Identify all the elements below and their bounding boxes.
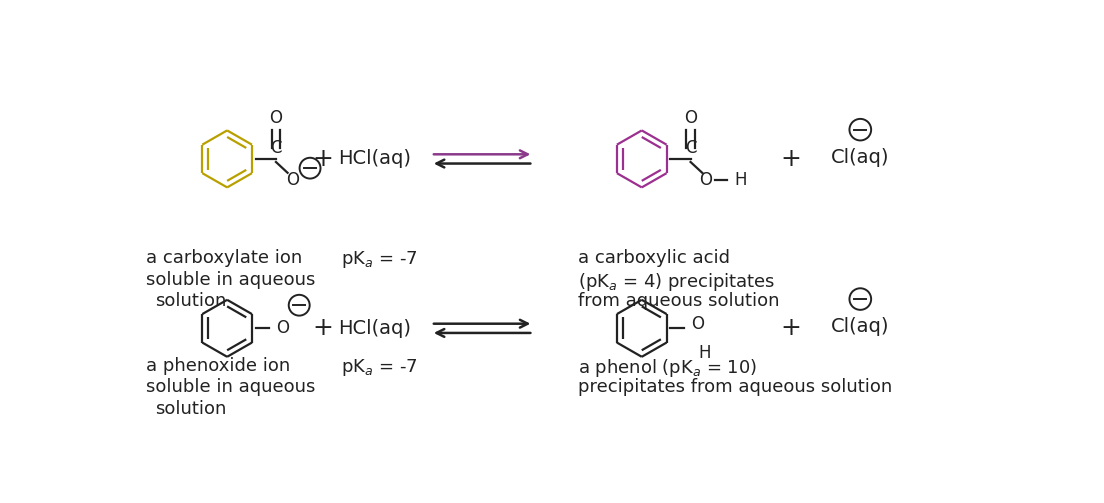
Text: pK$_a$ = -7: pK$_a$ = -7 <box>341 357 417 378</box>
Text: O: O <box>276 319 289 338</box>
Text: H: H <box>698 344 711 362</box>
Text: +: + <box>312 147 333 171</box>
Text: C: C <box>270 139 282 157</box>
Text: +: + <box>781 147 802 171</box>
Text: a carboxylate ion: a carboxylate ion <box>146 249 302 267</box>
Text: Cl(aq): Cl(aq) <box>831 317 890 337</box>
Text: from aqueous solution: from aqueous solution <box>578 292 779 310</box>
Text: HCl(aq): HCl(aq) <box>338 319 411 338</box>
Text: O: O <box>287 172 299 190</box>
Text: soluble in aqueous: soluble in aqueous <box>146 378 315 396</box>
Text: Cl(aq): Cl(aq) <box>831 148 890 167</box>
Text: O: O <box>684 109 697 127</box>
Text: solution: solution <box>155 400 226 418</box>
Text: +: + <box>312 316 333 341</box>
Text: +: + <box>781 316 802 341</box>
Text: O: O <box>691 315 704 332</box>
Text: precipitates from aqueous solution: precipitates from aqueous solution <box>578 378 892 396</box>
Text: C: C <box>684 139 697 157</box>
Text: a carboxylic acid: a carboxylic acid <box>578 249 730 267</box>
Text: pK$_a$ = -7: pK$_a$ = -7 <box>341 249 417 270</box>
Text: soluble in aqueous: soluble in aqueous <box>146 271 315 289</box>
Text: a phenoxide ion: a phenoxide ion <box>146 357 290 375</box>
Text: (pK$_a$ = 4) precipitates: (pK$_a$ = 4) precipitates <box>578 271 775 293</box>
Text: O: O <box>269 109 283 127</box>
Text: HCl(aq): HCl(aq) <box>338 149 411 169</box>
Text: O: O <box>700 172 712 190</box>
Text: a phenol (pK$_a$ = 10): a phenol (pK$_a$ = 10) <box>578 357 757 379</box>
Text: solution: solution <box>155 292 226 310</box>
Text: H: H <box>734 172 746 190</box>
